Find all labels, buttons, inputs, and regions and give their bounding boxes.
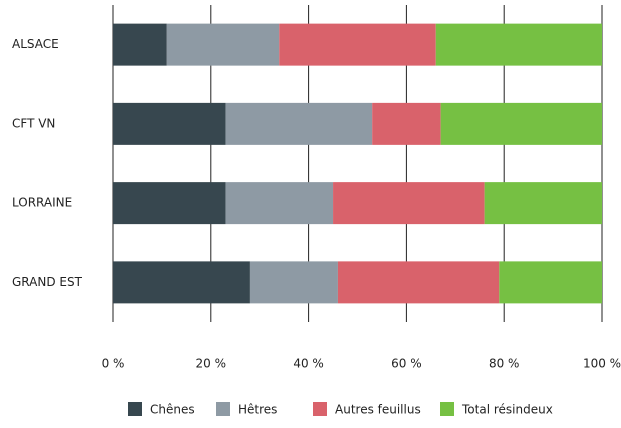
legend-swatch xyxy=(216,402,230,416)
bar-segment xyxy=(225,102,373,145)
bar-segment xyxy=(113,182,226,225)
bar-segment xyxy=(113,23,167,66)
x-tick-label: 100 % xyxy=(583,357,621,371)
legend-swatch xyxy=(440,402,454,416)
legend-label: Chênes xyxy=(150,403,195,417)
legend-label: Hêtres xyxy=(238,403,277,417)
y-tick-label: LORRAINE xyxy=(12,196,72,210)
bar-segment xyxy=(337,261,500,304)
x-tick-label: 20 % xyxy=(196,357,227,371)
bar-segment xyxy=(249,261,338,304)
x-tick-label: 60 % xyxy=(391,357,422,371)
y-tick-label: CFT VN xyxy=(12,116,55,130)
bar-segment xyxy=(279,23,436,66)
y-tick-label: GRAND EST xyxy=(12,275,83,289)
bar-segment xyxy=(499,261,602,304)
legend-label: Total résindeux xyxy=(461,403,553,417)
bar-segment xyxy=(166,23,280,66)
bar-segment xyxy=(113,102,226,145)
y-tick-label: ALSACE xyxy=(12,37,59,51)
x-tick-label: 80 % xyxy=(489,357,520,371)
bar-segment xyxy=(113,261,250,304)
x-tick-label: 0 % xyxy=(102,357,125,371)
bar-segment xyxy=(435,23,602,66)
legend-label: Autres feuillus xyxy=(335,403,421,417)
legend-swatch xyxy=(313,402,327,416)
bar-segment xyxy=(225,182,334,225)
legend-swatch xyxy=(128,402,142,416)
bar-segment xyxy=(333,182,485,225)
bar-segment xyxy=(372,102,441,145)
x-tick-label: 40 % xyxy=(293,357,324,371)
bar-segment xyxy=(484,182,602,225)
bar-segment xyxy=(440,102,602,145)
